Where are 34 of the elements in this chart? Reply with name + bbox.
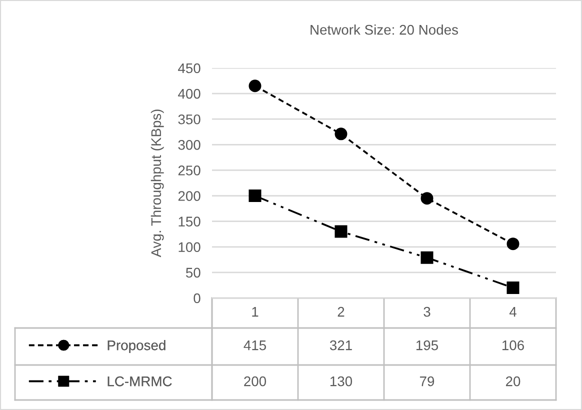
point	[506, 238, 520, 250]
x-tick-label: 4	[509, 307, 516, 317]
point	[334, 225, 348, 238]
data-label: 321	[330, 340, 352, 350]
y-tick-label: 100	[178, 242, 200, 252]
y-tick-label: 450	[178, 63, 200, 74]
x-tick-label: 3	[424, 306, 430, 317]
data-label: 79	[420, 376, 434, 386]
point	[248, 190, 262, 202]
y-tick-label: 350	[178, 114, 200, 124]
legend-label: LC-MRMC	[108, 376, 172, 386]
y-tick-label: 0	[194, 293, 200, 304]
data-label: 415	[244, 340, 266, 350]
point	[420, 192, 434, 205]
legend-label: Proposed	[108, 340, 166, 353]
x-tick-label: 1	[252, 307, 258, 317]
point	[334, 128, 348, 140]
point	[248, 80, 262, 92]
y-tick-label: 300	[178, 140, 200, 150]
data-label: 106	[502, 340, 524, 350]
y-tick-label: 150	[178, 216, 200, 227]
data-label: 130	[330, 376, 352, 386]
data-label: 195	[416, 340, 438, 350]
y-tick-label: 250	[178, 166, 200, 176]
point	[506, 282, 520, 294]
y-tick-label: 200	[178, 191, 200, 201]
data-label: 200	[244, 376, 266, 386]
data-label: 20	[506, 376, 520, 386]
y-tick-label: 50	[186, 268, 200, 278]
chart-title: Network Size: 20 Nodes	[310, 24, 458, 35]
point	[420, 251, 434, 264]
y-axis-title: Avg. Throughput (KBps)	[150, 110, 164, 258]
y-tick-label: 400	[178, 88, 200, 99]
x-tick-label: 2	[338, 306, 344, 317]
